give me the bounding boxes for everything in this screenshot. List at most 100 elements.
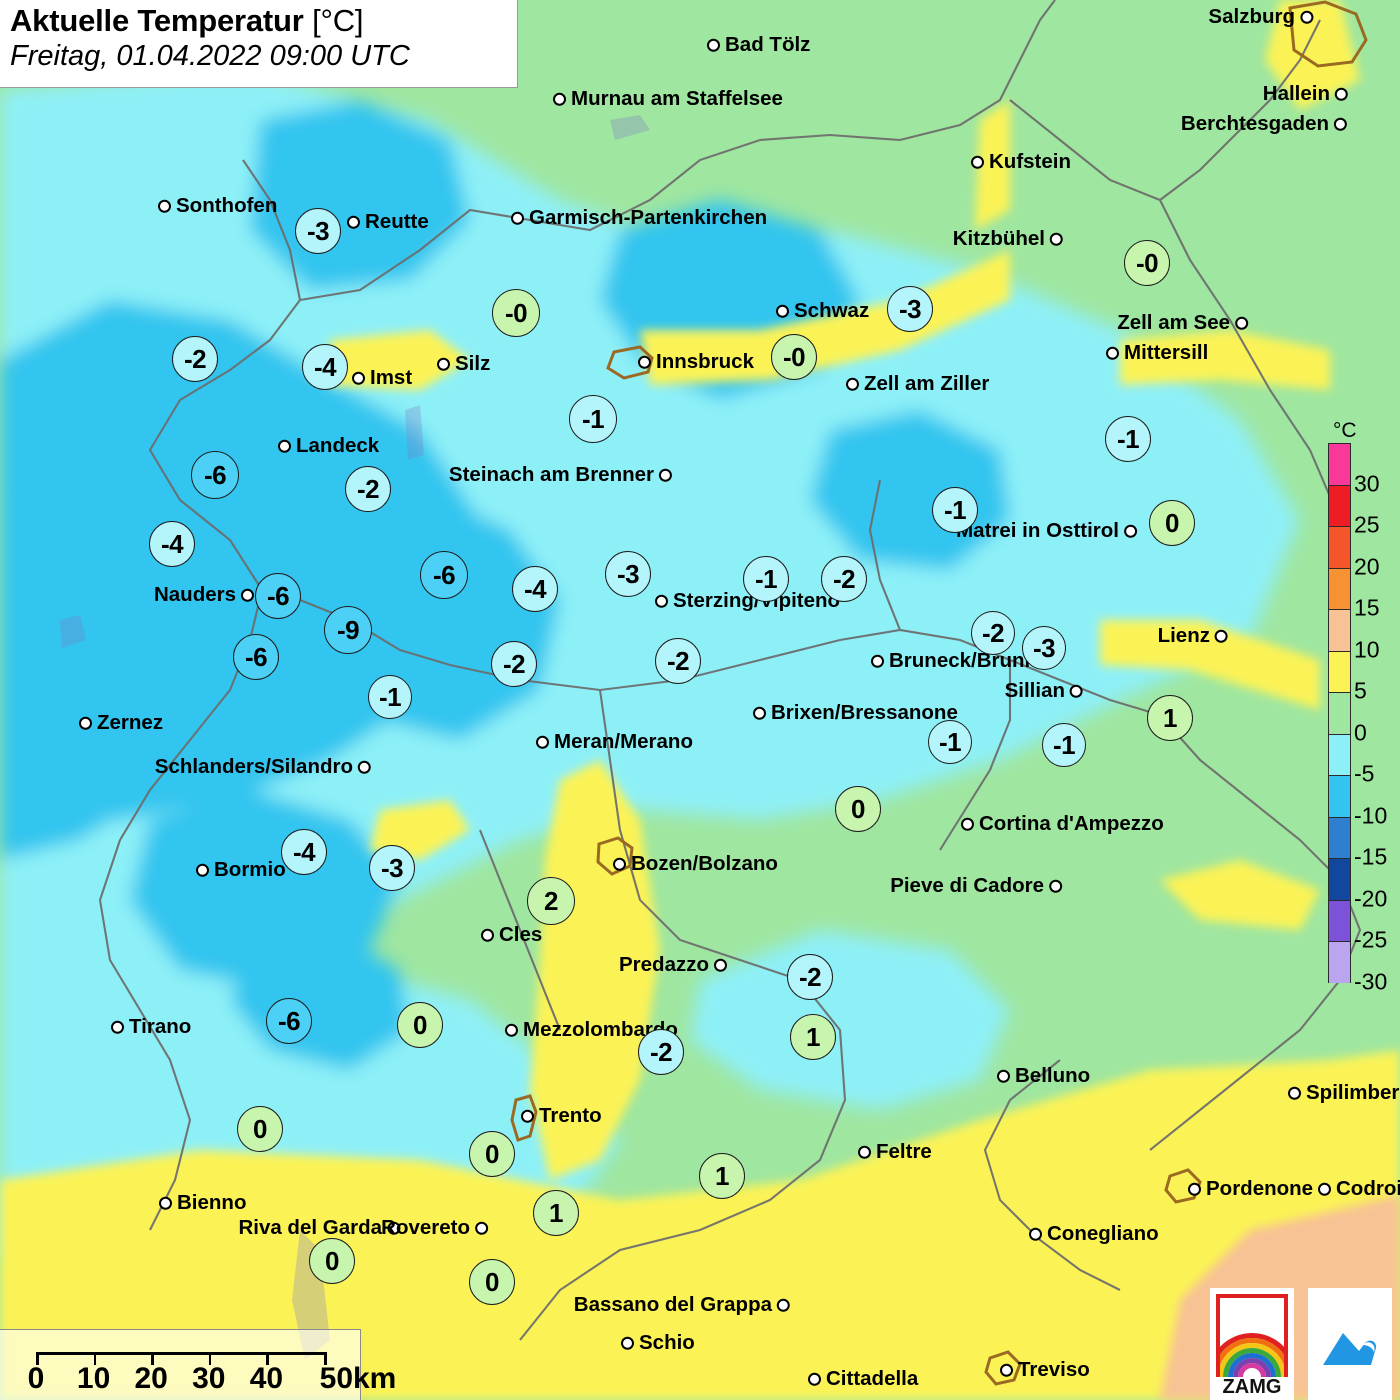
city-label: Bassano del Grappa (573, 1292, 772, 1316)
temperature-bubble[interactable]: -4 (512, 566, 558, 612)
temperature-bubble[interactable]: 0 (237, 1106, 283, 1152)
temperature-bubble[interactable]: -1 (569, 395, 617, 443)
city-dot-icon (1335, 87, 1348, 101)
temperature-bubble[interactable]: -1 (368, 675, 412, 719)
temperature-bubble[interactable]: -2 (172, 336, 218, 382)
legend-tick-label: 30 (1354, 470, 1380, 496)
temperature-bubble[interactable]: 0 (835, 786, 881, 832)
temperature-bubble[interactable]: -1 (1042, 723, 1086, 767)
scale-tick (36, 1352, 39, 1365)
temperature-bubble[interactable]: 0 (469, 1259, 515, 1305)
city-dot-icon (846, 377, 859, 391)
legend-tick-label: 15 (1354, 594, 1380, 621)
temperature-bubble[interactable]: -6 (191, 451, 239, 499)
temperature-bubble[interactable]: -2 (638, 1029, 684, 1075)
geosphere-logo[interactable] (1308, 1288, 1392, 1400)
temperature-bubble[interactable]: -3 (887, 286, 933, 332)
legend-tick-label: 20 (1354, 553, 1380, 579)
temperature-bubble[interactable]: -4 (281, 829, 327, 875)
temperature-bubble[interactable]: -6 (266, 998, 312, 1044)
temperature-bubble[interactable]: -2 (655, 638, 701, 684)
city-dot-icon (278, 439, 291, 453)
city-dot-icon (1318, 1182, 1331, 1196)
temperature-bubble[interactable]: -6 (255, 573, 301, 619)
legend-color-swatch (1328, 941, 1351, 983)
city-dot-icon (1050, 232, 1063, 246)
city-marker: Bormio (196, 859, 286, 881)
temperature-bubble[interactable]: 1 (533, 1190, 579, 1236)
legend-tick-label: 0 (1354, 719, 1367, 745)
scale-tick-label: 30 (192, 1362, 226, 1395)
city-dot-icon (659, 468, 672, 482)
scale-tick-label: 20 (134, 1362, 168, 1395)
city-marker: Matrei in Osttirol (956, 520, 1137, 542)
temperature-bubble[interactable]: -2 (821, 556, 867, 602)
city-dot-icon (753, 706, 766, 720)
temperature-bubble[interactable]: 0 (469, 1131, 515, 1177)
city-marker: Schlanders/Silandro (154, 754, 371, 778)
temperature-bubble[interactable]: -1 (932, 487, 978, 533)
city-marker: Reutte (347, 211, 429, 233)
rainbow-arc (1233, 1358, 1271, 1377)
city-dot-icon (196, 863, 209, 877)
city-marker: Feltre (858, 1139, 932, 1163)
city-marker: Meran/Merano (536, 731, 693, 753)
temperature-bubble[interactable]: -2 (787, 954, 833, 1000)
city-dot-icon (971, 155, 984, 169)
temperature-bubble[interactable]: -3 (605, 551, 651, 597)
city-label: Schlanders/Silandro (154, 754, 353, 778)
temperature-bubble[interactable]: 0 (1149, 500, 1195, 546)
temperature-bubble[interactable]: 1 (1147, 695, 1193, 741)
temperature-bubble[interactable]: -4 (302, 344, 348, 390)
rainbow-arc (1238, 1363, 1266, 1377)
city-label: Berchtesgaden (1180, 111, 1329, 135)
city-marker: Cortina d'Ampezzo (961, 813, 1164, 835)
city-label: Bad Tölz (725, 32, 811, 56)
legend-color-swatch (1328, 816, 1351, 858)
zamg-logo[interactable]: ZAMG (1210, 1288, 1294, 1400)
city-dot-icon (1288, 1086, 1301, 1100)
temperature-bubble[interactable]: -1 (743, 556, 789, 602)
scale-tick (151, 1352, 154, 1365)
city-dot-icon (1029, 1227, 1042, 1241)
temperature-bubble[interactable]: -4 (149, 521, 195, 567)
temperature-bubble[interactable]: -9 (324, 606, 372, 654)
city-label: Steinach am Brenner (448, 462, 654, 486)
city-label: Bienno (177, 1190, 247, 1214)
temperature-bubble[interactable]: -6 (233, 634, 279, 680)
city-label: Zernez (97, 710, 164, 734)
city-label: Treviso (1018, 1357, 1090, 1381)
temperature-bubble[interactable]: -0 (1124, 240, 1170, 286)
temperature-bubble[interactable]: 0 (309, 1238, 355, 1284)
temperature-bubble[interactable]: -0 (492, 289, 540, 337)
legend-color-swatch (1328, 692, 1351, 734)
temperature-bubble[interactable]: -2 (491, 641, 537, 687)
rainbow-arc (1220, 1333, 1284, 1377)
city-dot-icon (437, 357, 450, 371)
geosphere-mountain-icon (1323, 1333, 1377, 1366)
temperature-bubble[interactable]: 2 (527, 877, 575, 925)
city-label: Feltre (876, 1139, 932, 1163)
city-dot-icon (553, 92, 566, 106)
city-label: Hallein (1262, 81, 1330, 105)
temperature-bubble[interactable]: -1 (1105, 416, 1151, 462)
temperature-bubble[interactable]: 1 (699, 1153, 745, 1199)
temperature-bubble[interactable]: -0 (771, 334, 817, 380)
city-label: Mittersill (1124, 340, 1209, 364)
temperature-bubble[interactable]: 0 (397, 1002, 443, 1048)
city-dot-icon (655, 594, 668, 608)
color-legend: °C 30 25 20 15 10 5 0 -5 -10 -15 -20 -25 -30 (1328, 420, 1387, 993)
temperature-bubble[interactable]: -2 (345, 466, 391, 512)
temperature-bubble[interactable]: 1 (790, 1014, 836, 1060)
temperature-bubble[interactable]: -3 (1022, 626, 1066, 670)
temperature-bubble[interactable]: -3 (295, 208, 341, 254)
temperature-bubble[interactable]: -3 (369, 845, 415, 891)
temperature-bubble[interactable]: -2 (971, 611, 1015, 655)
legend-color-bar: 30 25 20 15 10 5 0 -5 -10 -15 -20 -25 -30 (1328, 443, 1387, 993)
temperature-bubble[interactable]: -1 (928, 720, 972, 764)
temperature-bubble[interactable]: -6 (420, 551, 468, 599)
city-dot-icon (347, 215, 360, 229)
city-marker: Bad Tölz (707, 32, 811, 56)
legend-color-swatch (1328, 858, 1351, 900)
